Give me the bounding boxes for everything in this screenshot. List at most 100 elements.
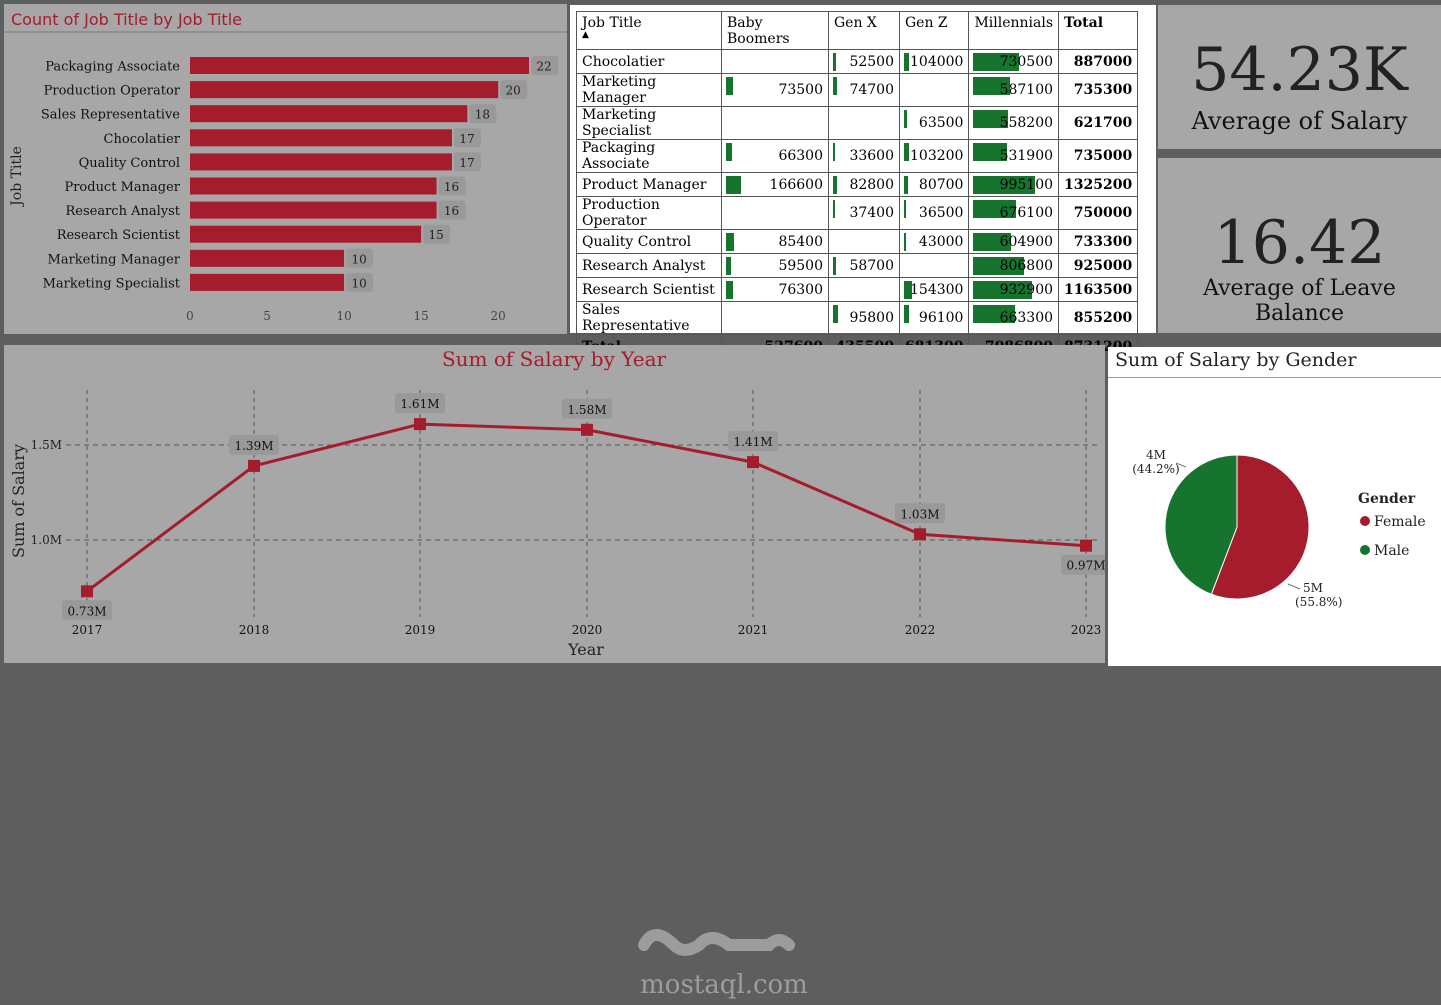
matrix-value-cell: 82800	[828, 172, 900, 197]
line-point[interactable]	[248, 459, 260, 472]
bar-value-badge	[469, 104, 497, 124]
salary-matrix-table: Job Title ▲ Baby Boomers Gen X Gen Z Mill…	[576, 11, 1139, 359]
matrix-row[interactable]: Research Scientist 76300 154300 932900 11635…	[576, 277, 1139, 302]
salary-by-gender-pie-chart-panel: Sum of Salary by Gender 5M (55.8%) 4M (44.2…	[1108, 347, 1441, 666]
bar-value-badge	[346, 248, 374, 268]
matrix-total-cell: 750000	[1058, 196, 1139, 230]
matrix-row[interactable]: Chocolatier 52500 104000 730500 887000	[576, 49, 1139, 74]
bar[interactable]	[190, 249, 345, 267]
bar-value-badge	[531, 56, 558, 75]
salary-by-year-line-chart-panel: Sum of Salary by Year Year Sum of Salary…	[4, 345, 1105, 1000]
line-point[interactable]	[747, 456, 759, 469]
matrix-job-title-cell: Product Manager	[576, 172, 722, 197]
line-data-label: 1.61M	[400, 397, 439, 411]
bar-x-tick-label: 5	[263, 309, 271, 323]
line-point[interactable]	[1080, 539, 1092, 552]
matrix-row[interactable]: Production Operator 37400 36500 676100 75000…	[576, 196, 1139, 230]
bar[interactable]	[190, 177, 437, 195]
matrix-value-cell	[828, 229, 900, 254]
matrix-row[interactable]: Research Analyst 59500 58700 806800 925000	[576, 253, 1139, 278]
bar-value-label: 20	[506, 84, 521, 98]
data-bar	[973, 257, 1024, 275]
pie-chart-title: Sum of Salary by Gender	[1115, 349, 1357, 371]
matrix-row[interactable]: Packaging Associate 66300 33600 103200 53190…	[576, 139, 1139, 173]
data-bar	[973, 281, 1032, 299]
legend-swatch-male[interactable]	[1360, 545, 1370, 555]
matrix-header-baby-boomers[interactable]: Baby Boomers	[721, 11, 829, 50]
legend-label-male[interactable]: Male	[1374, 543, 1409, 559]
matrix-total-cell: 1325200	[1058, 172, 1139, 197]
matrix-value-cell: 66300	[721, 139, 829, 173]
matrix-header-total[interactable]: Total	[1058, 11, 1139, 50]
bar-value-label: 16	[444, 204, 459, 218]
data-label-badge	[895, 503, 945, 524]
bar[interactable]	[190, 225, 422, 243]
matrix-value-cell: 63500	[898, 106, 970, 140]
data-bar	[973, 305, 1015, 323]
x-tick-label: 2019	[405, 623, 436, 637]
matrix-value-cell: 80700	[898, 172, 970, 197]
data-bar	[973, 143, 1007, 161]
bar-value-badge	[500, 80, 528, 100]
sort-ascending-icon[interactable]: ▲	[582, 30, 589, 40]
bar-category-label: Sales Representative	[41, 108, 180, 123]
data-bar	[726, 77, 733, 95]
bar[interactable]	[190, 201, 437, 219]
line-point[interactable]	[81, 585, 93, 598]
line-point[interactable]	[414, 418, 426, 431]
matrix-row[interactable]: Quality Control 85400 43000 604900 733300	[576, 229, 1139, 254]
bar[interactable]	[190, 57, 529, 74]
matrix-row[interactable]: Product Manager 166600 82800 80700 995100 132…	[576, 172, 1139, 197]
legend-swatch-female[interactable]	[1360, 516, 1370, 526]
bar-value-badge	[423, 224, 451, 244]
data-label-badge	[562, 398, 612, 419]
pie-leader-line	[1175, 462, 1187, 468]
line-point[interactable]	[914, 528, 926, 541]
bar[interactable]	[190, 105, 468, 123]
job-title-bar-chart-panel: Count of Job Title by Job Title Job Titl…	[4, 4, 567, 334]
matrix-row[interactable]: Marketing Specialist 63500 558200 621700	[576, 106, 1139, 140]
matrix-header-gen-x[interactable]: Gen X	[828, 11, 900, 50]
matrix-value-cell	[898, 253, 970, 278]
bar[interactable]	[190, 153, 452, 171]
mostaql-watermark-logo: mostaql.com	[638, 929, 808, 1000]
matrix-total-cell: 733300	[1058, 229, 1139, 254]
matrix-value-cell: 95800	[828, 301, 900, 335]
matrix-value-cell: 587100	[968, 73, 1060, 107]
pie-slice-male[interactable]	[1164, 454, 1238, 595]
matrix-header-gen-z[interactable]: Gen Z	[898, 11, 970, 50]
matrix-job-title-cell: Marketing Manager	[576, 73, 722, 107]
bar[interactable]	[190, 129, 452, 147]
bar[interactable]	[190, 81, 499, 99]
bar-value-label: 22	[536, 60, 551, 74]
data-bar	[833, 305, 839, 323]
line-point[interactable]	[581, 423, 593, 436]
bar-value-label: 16	[444, 180, 459, 194]
matrix-row[interactable]: Sales Representative 95800 96100 663300 8552…	[576, 301, 1139, 335]
x-tick-label: 2023	[1071, 623, 1102, 637]
bar-x-tick-label: 15	[413, 309, 428, 323]
matrix-job-title-cell: Chocolatier	[576, 49, 722, 74]
matrix-value-cell	[721, 49, 829, 74]
matrix-value-cell: 52500	[828, 49, 900, 74]
data-bar	[973, 77, 1011, 95]
bar[interactable]	[190, 273, 345, 291]
bar-category-label: Packaging Associate	[45, 60, 180, 75]
matrix-value-cell: 33600	[828, 139, 900, 173]
svg-text:mostaql.com: mostaql.com	[640, 970, 808, 1000]
matrix-row[interactable]: Marketing Manager 73500 74700 587100 735300	[576, 73, 1139, 107]
matrix-total-cell: 735000	[1058, 139, 1139, 173]
matrix-header-job-title[interactable]: Job Title ▲	[576, 11, 722, 50]
average-leave-balance-value: 16.42	[1213, 208, 1386, 278]
data-bar	[833, 77, 838, 95]
pie-leader-line	[1287, 583, 1301, 590]
line-chart-svg: Sum of Salary by Year Year Sum of Salary…	[9, 347, 1105, 659]
data-bar	[973, 176, 1036, 194]
x-tick-label: 2020	[572, 623, 603, 637]
pie-slice-female[interactable]	[1210, 454, 1310, 600]
matrix-header-millennials[interactable]: Millennials	[968, 11, 1060, 50]
legend-label-female[interactable]: Female	[1374, 514, 1426, 530]
bar-chart-y-axis-label: Job Title	[9, 146, 25, 208]
data-bar	[726, 143, 732, 161]
matrix-value-cell: 36500	[898, 196, 970, 230]
